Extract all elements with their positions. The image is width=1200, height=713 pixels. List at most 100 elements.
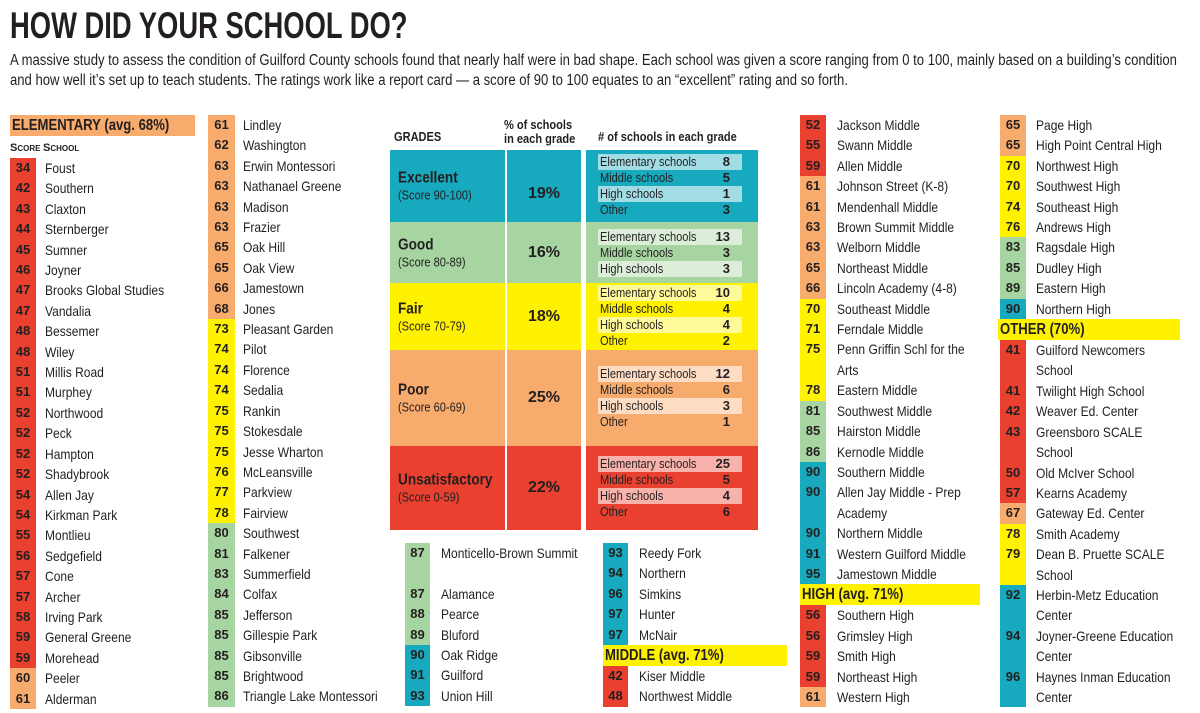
school-score: 87: [405, 543, 430, 564]
school-score: 65: [800, 257, 826, 279]
school-name: Mendenhall Middle: [837, 198, 939, 215]
school-row: 66 Lincoln Academy (4-8): [800, 278, 987, 299]
count-value: 4: [722, 316, 730, 332]
grades-column-header: GRADES: [394, 129, 442, 144]
grade-range: (Score 60-69): [398, 399, 466, 415]
school-score: 52: [800, 115, 826, 136]
school-score: 59: [800, 155, 826, 177]
school-name: Southwest: [243, 525, 300, 542]
count-label: Elementary schools: [600, 284, 697, 300]
school-row: 88 Pearce: [405, 604, 600, 625]
school-row: 77 Parkview: [208, 482, 400, 503]
school-score: 89: [1000, 278, 1026, 299]
school-name: Hairston Middle: [837, 423, 921, 440]
school-score: 63: [208, 196, 235, 218]
school-score: 57: [10, 566, 36, 587]
school-name: Shadybrook: [45, 466, 110, 483]
school-column: 87 Monticello-Brown Summit 87 Alamance 88 Pea…: [405, 543, 600, 707]
count-value: 5: [722, 472, 730, 487]
school-name: Falkener: [243, 545, 290, 562]
school-name: Joyner-Greene Education Center: [1036, 627, 1174, 665]
count-label: High schools: [600, 186, 664, 201]
school-row: 80 Southwest: [208, 523, 400, 544]
count-value: 4: [722, 300, 730, 316]
school-row: 73 Pleasant Garden: [208, 319, 400, 340]
school-name: Oak Hill: [243, 239, 286, 256]
school-score: 65: [1000, 115, 1026, 136]
school-score: 65: [208, 257, 235, 279]
section-header-other: OTHER (70%): [998, 319, 1180, 341]
school-name: Andrews High: [1036, 219, 1111, 236]
school-name: Alamance: [441, 585, 495, 602]
count-label: Elementary schools: [600, 366, 697, 381]
school-row: 59 General Greene: [10, 627, 195, 648]
school-row: 63 Nathanael Greene: [208, 176, 400, 197]
school-name: Southern: [45, 180, 94, 197]
grade-name-cell: Unsatisfactory (Score 0-59): [390, 446, 505, 530]
school-score: 66: [800, 278, 826, 299]
school-row: 61 Johnson Street (K-8): [800, 176, 987, 197]
school-row: 83 Summerfield: [208, 563, 400, 585]
school-score: 75: [208, 421, 235, 442]
school-name: Oak View: [243, 259, 295, 276]
school-name: Page High: [1036, 117, 1093, 133]
count-label: Middle schools: [600, 300, 674, 316]
grade-band-fair: Fair (Score 70-79) 18% Elementary schools 10…: [390, 283, 758, 350]
grade-band-good: Good (Score 80-89) 16% Elementary schools 13…: [390, 222, 758, 283]
school-name: Montlieu: [45, 527, 91, 544]
grade-count-row: Elementary schools 8: [598, 154, 742, 170]
page-title: HOW DID YOUR SCHOOL DO?: [10, 5, 408, 46]
school-name: Bluford: [441, 626, 480, 643]
school-name: Northeast High: [837, 668, 918, 685]
school-score: 61: [800, 686, 826, 708]
school-row: 59 Smith High: [800, 646, 987, 667]
school-row: 61 Lindley: [208, 115, 400, 136]
school-row: 75 Penn Griffin Schl for the Arts: [800, 339, 987, 381]
school-score: 59: [10, 627, 36, 648]
school-name: McNair: [639, 626, 678, 643]
grade-percent-cell: 19%: [507, 150, 581, 222]
school-name: Sedalia: [243, 382, 284, 399]
school-score: 91: [800, 543, 826, 564]
school-name: Herbin-Metz Education Center: [1036, 586, 1159, 624]
school-score: 85: [208, 645, 235, 666]
school-score: 90: [800, 523, 826, 544]
grade-count-row: Elementary schools 25: [598, 456, 742, 472]
school-row: 50 Old McIver School: [1000, 462, 1200, 483]
school-row: 78 Fairview: [208, 502, 400, 524]
school-row: 81 Southwest Middle: [800, 400, 987, 422]
school-row: 76 McLeansville: [208, 461, 400, 483]
grade-percent: 18%: [527, 307, 561, 325]
school-column: 61 Lindley 62 Washington 63 Erwin Montessori 6…: [208, 115, 400, 707]
count-label: High schools: [600, 260, 664, 276]
school-score: 54: [10, 504, 36, 526]
school-row: 74 Pilot: [208, 339, 400, 360]
school-score: 63: [800, 237, 826, 258]
school-name: Archer: [45, 588, 81, 605]
school-name: Millis Road: [45, 364, 104, 381]
school-score: 75: [208, 400, 235, 422]
school-score: 85: [208, 604, 235, 626]
school-name: Dudley High: [1036, 259, 1102, 276]
school-name: Ferndale Middle: [837, 321, 924, 338]
school-score: 52: [10, 402, 36, 424]
section-header-middle: MIDDLE (avg. 71%): [603, 645, 787, 667]
grade-count-row: Middle schools 4: [598, 301, 742, 317]
grade-count-row: Other 2: [598, 333, 742, 349]
grade-counts-cell: Elementary schools 12 Middle schools 6 High …: [586, 350, 758, 446]
school-score: 41: [1000, 340, 1026, 381]
school-name: Grimsley High: [837, 627, 913, 644]
grade-count-row: Middle schools 3: [598, 245, 742, 261]
school-name: Jones: [243, 300, 276, 317]
school-row: 52 Northwood: [10, 402, 195, 424]
count-label: Elementary schools: [600, 456, 697, 471]
school-row: 93 Union Hill: [405, 685, 600, 707]
school-name: Kirkman Park: [45, 506, 118, 523]
count-value: 1: [722, 186, 730, 201]
school-name: Claxton: [45, 200, 86, 217]
school-name: Union Hill: [441, 687, 493, 704]
school-name: Jesse Wharton: [243, 443, 324, 460]
school-score: 62: [208, 135, 235, 156]
school-score: 93: [405, 685, 430, 707]
school-row: 74 Southeast High: [1000, 196, 1200, 218]
